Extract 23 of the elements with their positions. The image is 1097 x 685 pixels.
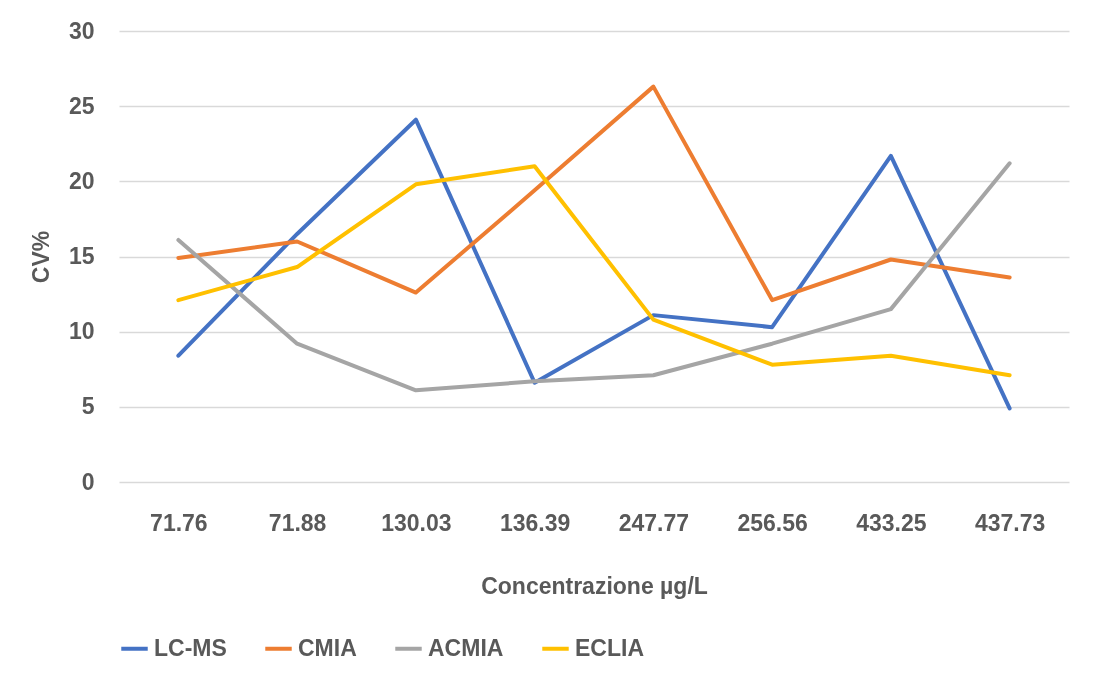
y-tick-label: 5 <box>81 393 95 420</box>
legend-label: ACMIA <box>428 634 504 661</box>
y-tick-label: 15 <box>68 243 95 269</box>
x-tick-label: 247.77 <box>618 509 690 536</box>
y-tick-label: 25 <box>68 92 95 119</box>
legend-label: ECLIA <box>575 634 644 661</box>
x-tick-label: 130.03 <box>381 509 452 536</box>
line-series <box>176 84 1012 303</box>
x-tick-label: 256.56 <box>737 509 808 536</box>
x-tick-label: 433.25 <box>856 509 927 536</box>
x-tick-label: 71.76 <box>150 509 208 536</box>
y-tick-label: 20 <box>68 167 95 194</box>
x-axis-title: Concentrazione µg/L <box>481 572 708 599</box>
legend-label: CMIA <box>298 634 357 661</box>
x-tick-label: 437.73 <box>974 509 1046 536</box>
y-tick-label: 30 <box>68 17 95 44</box>
y-tick-label: 0 <box>81 468 95 495</box>
y-axis-title: CV% <box>27 230 54 284</box>
legend-label: LC-MS <box>154 634 227 661</box>
x-tick-label: 136.39 <box>499 509 571 536</box>
line-series <box>176 117 1012 411</box>
x-tick-label: 71.88 <box>268 509 327 536</box>
y-tick-label: 10 <box>68 318 95 345</box>
